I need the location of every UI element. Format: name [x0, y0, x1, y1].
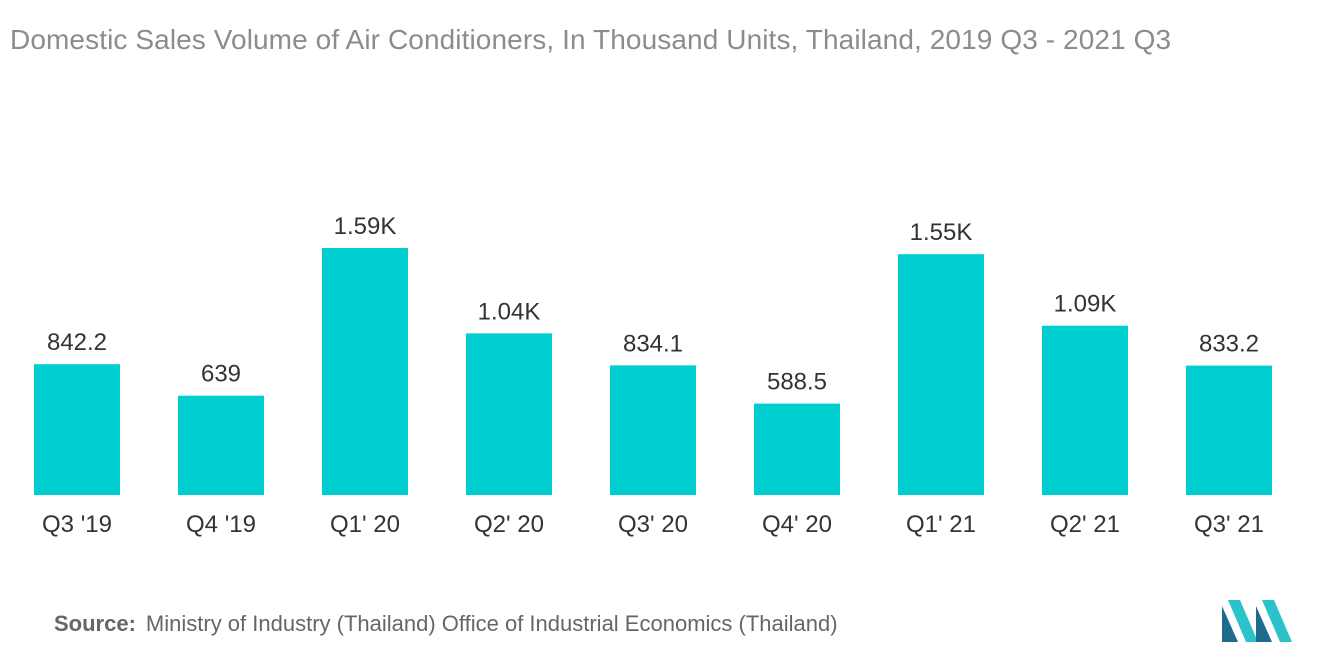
- x-tick-label: Q1' 20: [330, 511, 400, 538]
- x-tick-label: Q3 '19: [42, 511, 112, 538]
- x-tick-label: Q1' 21: [906, 511, 976, 538]
- bar: [322, 248, 408, 495]
- source-label: Source:: [54, 611, 136, 636]
- bar-data-label: 842.2: [47, 329, 107, 356]
- bar: [1186, 365, 1272, 495]
- x-tick-label: Q3' 20: [618, 511, 688, 538]
- bar: [898, 254, 984, 495]
- bar-data-label: 1.59K: [334, 213, 397, 240]
- bar: [178, 395, 264, 495]
- bar-data-label: 834.1: [623, 330, 683, 357]
- x-tick-label: Q4 '19: [186, 511, 256, 538]
- brand-logo-icon: [1222, 600, 1292, 642]
- bar: [466, 333, 552, 495]
- logo-left-stroke: [1228, 600, 1258, 642]
- source-line: Source: Ministry of Industry (Thailand) O…: [54, 611, 838, 637]
- x-tick-label: Q3' 21: [1194, 511, 1264, 538]
- x-tick-label: Q2' 21: [1050, 511, 1120, 538]
- x-tick-label: Q4' 20: [762, 511, 832, 538]
- bar-data-label: 1.55K: [910, 219, 973, 246]
- source-text: Ministry of Industry (Thailand) Office o…: [145, 611, 838, 636]
- bar: [610, 365, 696, 495]
- logo-left-shape: [1222, 606, 1238, 642]
- bar: [1042, 325, 1128, 495]
- x-tick-label: Q2' 20: [474, 511, 544, 538]
- bar-data-label: 639: [201, 361, 241, 388]
- bar-data-label: 1.04K: [478, 298, 541, 325]
- chart-title: Domestic Sales Volume of Air Conditioner…: [10, 24, 1172, 55]
- bar-data-label: 833.2: [1199, 331, 1259, 358]
- bar-data-label: 588.5: [767, 369, 827, 396]
- bar-data-label: 1.09K: [1054, 291, 1117, 318]
- bar-chart: 842.2 Q3 '19 639 Q4 '19 1.59K Q1' 20 1.04K Q2' …: [34, 213, 1272, 538]
- logo-right-shape: [1256, 606, 1272, 642]
- bar: [754, 403, 840, 495]
- logo-right-stroke: [1262, 600, 1292, 642]
- bar: [34, 364, 120, 495]
